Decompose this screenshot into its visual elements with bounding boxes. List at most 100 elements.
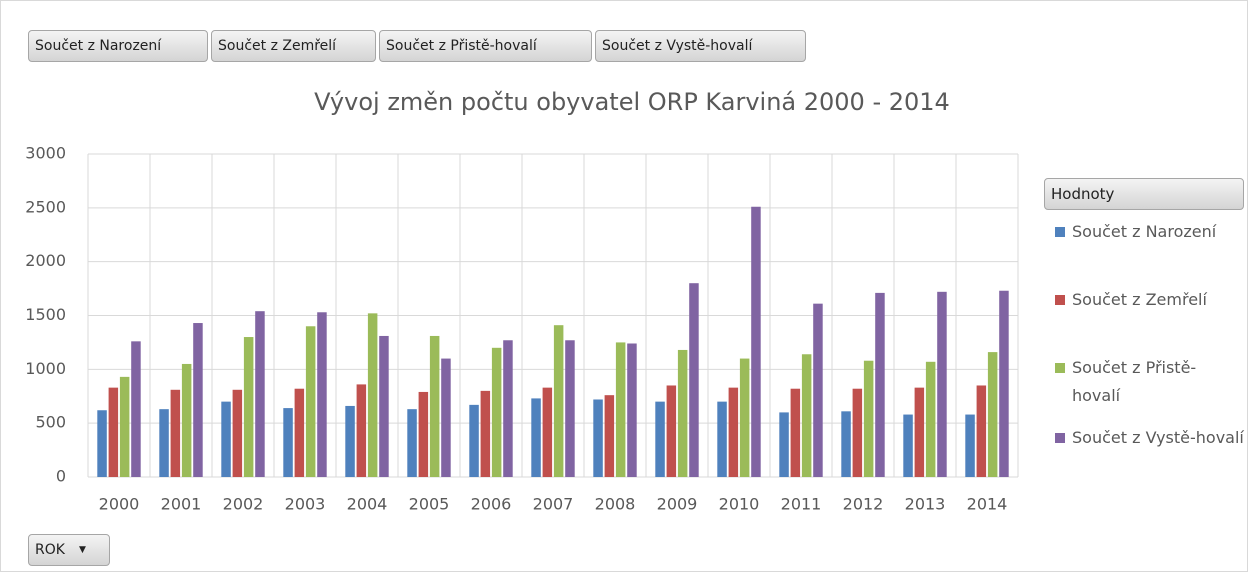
bar [131,341,141,477]
bar [875,292,885,477]
x-tick-label: 2008 [595,495,636,514]
bar [243,337,254,477]
bar [232,389,243,477]
bar [193,323,203,477]
field-button[interactable]: Součet z Narození [28,30,208,62]
bar [779,412,789,477]
bar [813,303,823,477]
bar [801,354,812,477]
field-button[interactable]: Součet z Vystě-hovalí [595,30,806,62]
bar [655,401,665,477]
bar [305,326,316,477]
bar [987,352,998,477]
bar [863,360,874,477]
bar [491,347,502,477]
bar [937,291,947,477]
bar [728,387,739,477]
bar [181,363,192,477]
bar [221,401,231,477]
bar [97,410,107,477]
bar [565,340,575,477]
bar [379,335,389,477]
x-tick-label: 2001 [161,495,202,514]
x-tick-label: 2006 [471,495,512,514]
bar [666,385,677,477]
legend-swatch [1055,227,1065,237]
bar [469,404,479,477]
legend-label: Součet z Přistě-hovalí [1072,358,1197,405]
bar [689,283,699,477]
field-button[interactable]: Součet z Zemřelí [211,30,376,62]
bar [615,342,626,477]
bar [441,358,451,477]
bar [429,335,440,477]
bar [751,206,761,478]
x-tick-label: 2000 [99,495,140,514]
bar [841,411,851,477]
y-tick-label: 1500 [25,305,66,324]
bar [480,390,491,477]
bar [356,384,367,477]
bar [531,398,541,477]
y-tick-label: 500 [35,413,66,432]
bar [739,358,750,477]
legend-label: Součet z Zemřelí [1072,290,1207,309]
bar [914,387,925,477]
x-tick-label: 2003 [285,495,326,514]
x-tick-label: 2004 [347,495,388,514]
legend-swatch [1055,433,1065,443]
bar [255,311,265,477]
y-tick-label: 3000 [25,144,66,163]
x-tick-label: 2011 [781,495,822,514]
y-tick-label: 1000 [25,359,66,378]
legend-title-button[interactable]: Hodnoty [1044,178,1244,210]
legend-swatch [1055,363,1065,373]
bar [790,388,801,477]
field-button[interactable]: Součet z Přistě-hovalí [379,30,592,62]
x-tick-label: 2002 [223,495,264,514]
legend-swatch [1055,295,1065,305]
bar [170,389,181,477]
legend-label: Součet z Vystě-hovalí [1072,428,1244,447]
bar [367,313,378,477]
bar [627,343,637,477]
bar [542,387,553,477]
x-tick-label: 2012 [843,495,884,514]
bar [283,408,293,477]
dropdown-arrow: ▼ [78,545,86,555]
x-tick-label: 2007 [533,495,574,514]
x-tick-label: 2005 [409,495,450,514]
legend-label: Součet z Narození [1072,222,1217,241]
bar [604,395,615,477]
bar [553,325,564,477]
bar [852,388,863,477]
axis-field-label: ROK [35,542,65,558]
bar [407,409,417,477]
y-tick-label: 0 [56,467,66,486]
bar [317,312,327,477]
bar [717,401,727,477]
x-tick-label: 2010 [719,495,760,514]
x-tick-label: 2009 [657,495,698,514]
bar [677,349,688,477]
chart-title: Vývoj změn počtu obyvatel ORP Karviná 20… [314,88,950,116]
bar [345,405,355,477]
bar [925,361,936,477]
bar [593,399,603,477]
axis-field-button[interactable]: ROK ▼ [28,534,110,566]
bar [294,388,305,477]
bar [418,391,429,477]
bar [119,376,130,477]
bar [965,414,975,477]
bar [999,290,1009,477]
x-tick-label: 2013 [905,495,946,514]
bar [159,409,169,477]
bar [503,340,513,477]
y-tick-label: 2000 [25,251,66,270]
bar [903,414,913,477]
bar [976,385,987,477]
x-tick-label: 2014 [967,495,1008,514]
